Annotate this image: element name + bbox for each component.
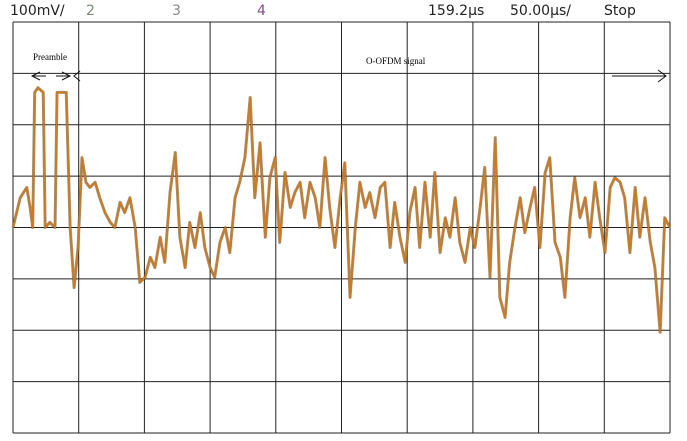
channel-3: 3 xyxy=(172,3,181,19)
timebase: 50.00µs/ xyxy=(510,3,571,19)
waveform xyxy=(12,86,671,334)
run-state: Stop xyxy=(604,3,636,19)
preamble-label: Preamble xyxy=(33,52,67,62)
trigger-position: 159.2µs xyxy=(428,3,484,19)
signal-arrow-left xyxy=(73,70,81,82)
preamble-arrow-left xyxy=(30,71,46,81)
channel-2: 2 xyxy=(86,3,95,19)
channel-4: 4 xyxy=(257,3,266,19)
signal-arrow-right xyxy=(612,69,667,83)
channel-1-scale: 100mV/ xyxy=(10,3,65,19)
arrows xyxy=(30,69,667,83)
status-bar: 100mV/ 2 3 4 159.2µs 50.00µs/ Stop xyxy=(10,3,636,19)
signal-label: O-OFDM signal xyxy=(366,56,426,66)
preamble-arrow-right xyxy=(56,71,72,81)
